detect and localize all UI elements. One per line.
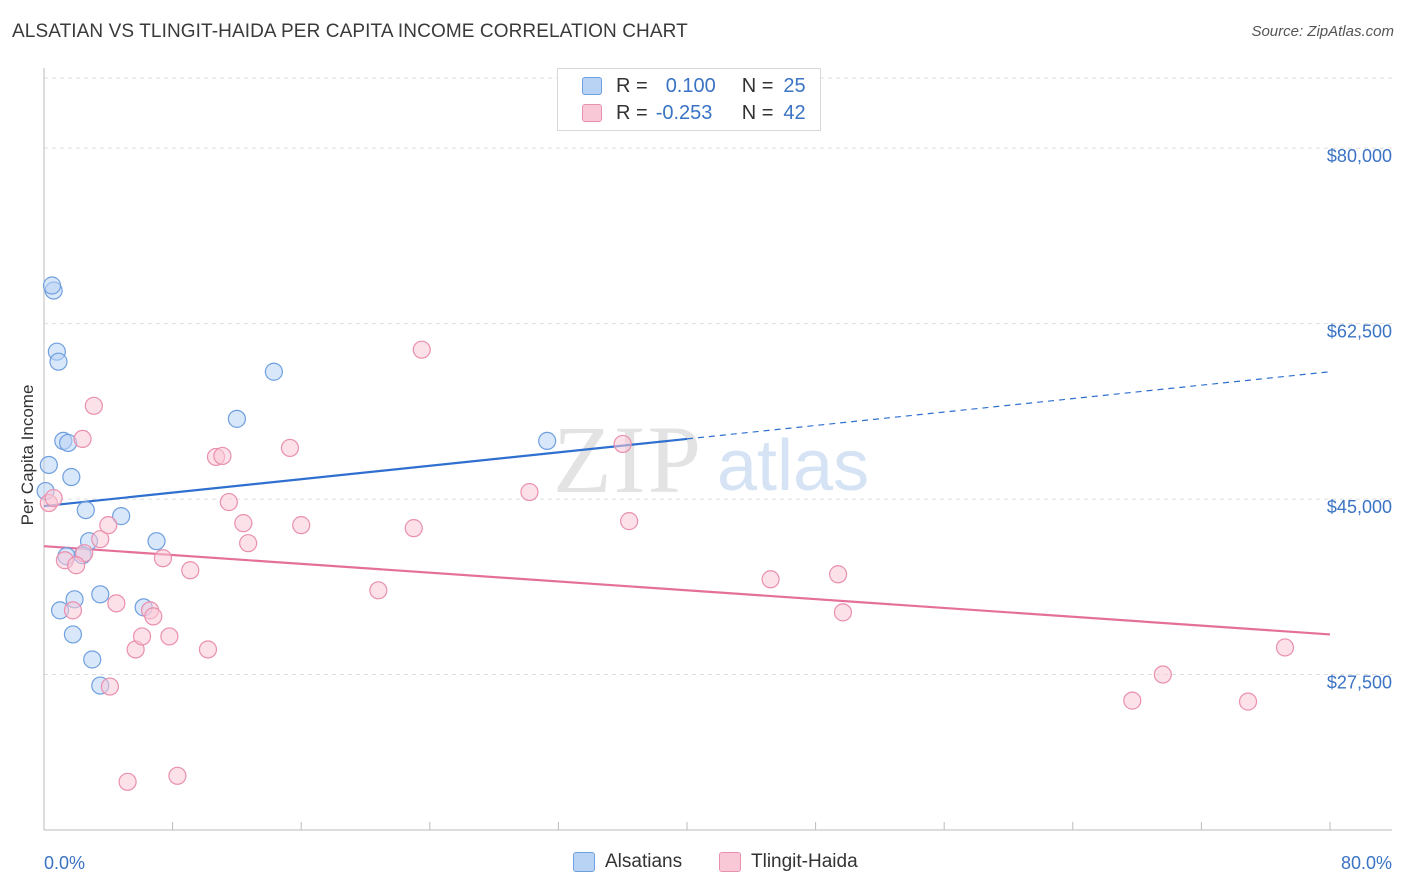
legend-n-label: N = — [741, 74, 774, 97]
alsatian-point — [264, 362, 283, 381]
tlingit-point — [219, 492, 238, 512]
gridlines — [44, 77, 1392, 676]
tlingit-point — [91, 530, 110, 549]
legend-swatch-blue — [582, 77, 602, 95]
tlingit-point — [239, 534, 258, 553]
legend-n-value: 42 — [783, 101, 806, 124]
tlingit-point — [44, 488, 63, 508]
bottom-legend-swatch-pink — [719, 852, 741, 872]
y-tick-label: $62,500 — [1327, 322, 1392, 342]
bottom-legend-swatch-blue — [573, 852, 595, 872]
tlingit-point — [1275, 638, 1295, 657]
tlingit-point — [213, 446, 232, 466]
tlingit-point — [1153, 665, 1172, 684]
alsatian-point — [63, 625, 83, 644]
legend-r-value: 0.100 — [665, 74, 716, 97]
alsatian-point — [227, 409, 246, 428]
alsatian-point — [62, 467, 81, 487]
bottom-legend-alsatians: Alsatians — [573, 851, 682, 873]
tlingit-point — [280, 438, 300, 458]
trend-lines — [43, 371, 1331, 636]
tlingit-point — [84, 396, 103, 415]
legend-row-tlingit: R = -0.253 N = 42 — [582, 100, 806, 126]
bottom-legend-label: Alsatians — [605, 851, 683, 872]
tlingit-point — [1123, 691, 1142, 710]
alsatian-point — [538, 431, 557, 451]
tlingit-point — [100, 677, 120, 696]
tlingit-point — [1238, 692, 1258, 711]
chart-title: ALSATIAN VS TLINGIT-HAIDA PER CAPITA INC… — [12, 21, 688, 42]
legend-r-label: R = — [616, 101, 648, 124]
tlingit-point — [132, 627, 152, 646]
tlingit-point — [181, 561, 200, 580]
tlingit-point — [829, 565, 848, 584]
legend-r-label: R = — [616, 74, 648, 97]
tlingit-point — [73, 429, 92, 449]
tlingit-point — [520, 482, 539, 502]
y-tick-label: $80,000 — [1327, 146, 1392, 166]
legend-r-value: -0.253 — [655, 101, 713, 124]
tlingit-point — [369, 581, 388, 600]
x-tick-label: 80.0% — [1341, 853, 1392, 873]
axes — [43, 68, 1392, 831]
tlingit-point — [144, 607, 163, 626]
tlingit-point — [833, 603, 853, 622]
tick-labels: $27,500 $45,000 $62,500 $80,000 0.0% 80.0% — [44, 146, 1392, 873]
tlingit-point — [761, 570, 780, 589]
alsatian-point — [91, 585, 110, 604]
tlingit-point — [160, 627, 179, 646]
legend-row-alsatians: R = 0.100 N = 25 — [582, 73, 806, 99]
y-tick-label: $45,000 — [1327, 497, 1392, 517]
alsatian-point — [39, 455, 58, 475]
watermark: ZIP atlas — [553, 406, 869, 513]
legend-n-label: N = — [741, 101, 774, 124]
alsatian-trend-extension — [686, 371, 1331, 440]
legend-n-value: 25 — [783, 74, 806, 97]
bottom-legend-label: Tlingit-Haida — [751, 851, 858, 872]
tlingit-point — [404, 519, 423, 538]
tlingit-point — [99, 516, 118, 535]
tlingit-point — [234, 514, 253, 533]
tlingit-point — [168, 766, 187, 785]
alsatian-point — [83, 650, 102, 669]
tlingit-point — [198, 640, 218, 659]
tlingit-point — [63, 601, 83, 620]
alsatian-trend-line — [43, 437, 688, 508]
alsatian-point — [49, 352, 68, 371]
y-tick-label: $27,500 — [1327, 673, 1392, 693]
correlation-legend: R = 0.100 N = 25 R = -0.253 N = 42 — [557, 68, 821, 131]
tlingit-point — [107, 594, 126, 613]
alsatian-point — [112, 507, 131, 526]
legend-swatch-pink — [582, 104, 602, 122]
tlingit-trend-line — [43, 545, 1331, 636]
alsatian-point — [147, 532, 166, 551]
tlingit-point — [153, 549, 173, 568]
tlingit-point — [613, 434, 632, 454]
tlingit-point — [620, 512, 639, 531]
tlingit-point — [412, 340, 431, 359]
tlingit-point — [118, 772, 137, 791]
source-note: Source: ZipAtlas.com — [1251, 23, 1394, 40]
x-tick-label: 0.0% — [44, 853, 85, 873]
bottom-legend-tlingit: Tlingit-Haida — [719, 851, 858, 873]
watermark-atlas: atlas — [717, 426, 869, 506]
tlingit-point — [292, 516, 311, 535]
y-axis-label: Per Capita Income — [18, 385, 37, 526]
tlingit-point — [67, 556, 86, 575]
alsatian-point — [76, 500, 95, 520]
alsatian-point — [42, 276, 62, 295]
watermark-zip: ZIP — [553, 406, 703, 513]
data-points — [36, 276, 1295, 791]
